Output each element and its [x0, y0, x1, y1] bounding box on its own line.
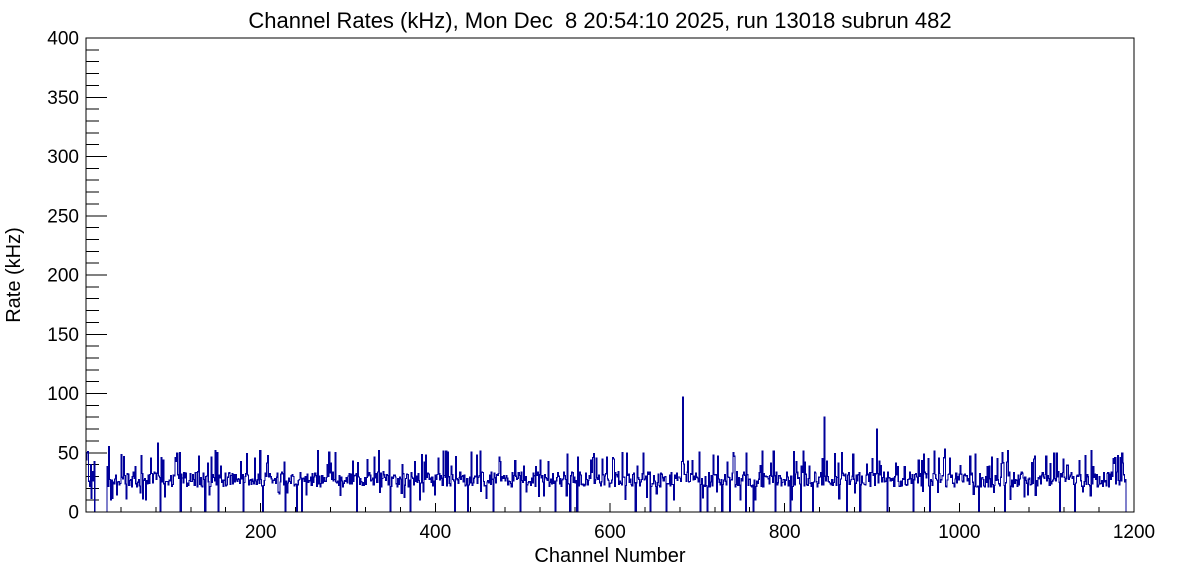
- y-axis-title: Rate (kHz): [3, 227, 25, 323]
- y-tick-label: 50: [58, 443, 79, 464]
- x-tick-label: 400: [419, 522, 451, 543]
- x-axis-title: Channel Number: [534, 545, 686, 567]
- x-tick-label: 600: [594, 522, 626, 543]
- y-tick-label: 350: [47, 88, 79, 109]
- y-tick-label: 300: [47, 147, 79, 168]
- x-tick-label: 1000: [938, 522, 980, 543]
- x-tick-label: 800: [769, 522, 801, 543]
- chart-title: Channel Rates (kHz), Mon Dec 8 20:54:10 …: [248, 8, 951, 33]
- y-tick-label: 100: [47, 384, 79, 405]
- y-tick-label: 250: [47, 206, 79, 227]
- axis-tick-labels: 200 400 600 800 1000 1200 0 50 100 150 200 250 300 35…: [47, 29, 1155, 544]
- x-tick-label: 1200: [1113, 522, 1155, 543]
- axis-ticks: [86, 37, 1135, 513]
- y-tick-label: 0: [68, 503, 79, 524]
- y-tick-label: 200: [47, 266, 79, 287]
- y-tick-label: 150: [47, 325, 79, 346]
- histogram-line: [85, 396, 1134, 513]
- x-tick-label: 200: [245, 522, 277, 543]
- plot-frame: [85, 37, 1135, 513]
- y-tick-label: 400: [47, 29, 79, 50]
